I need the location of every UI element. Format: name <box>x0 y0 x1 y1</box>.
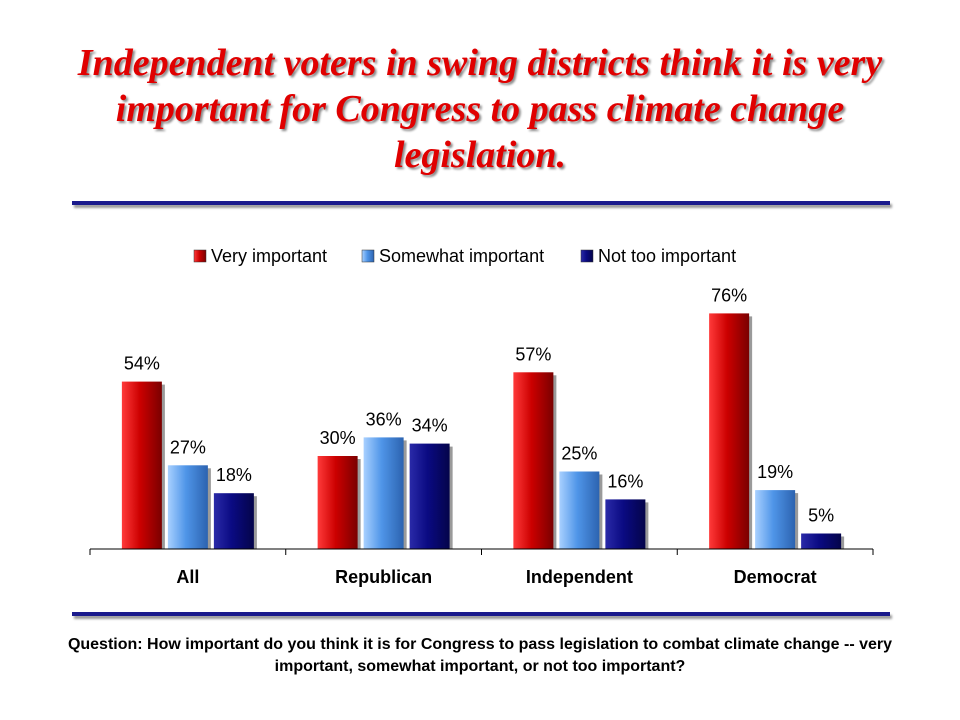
value-label-somewhat-important-all: 27% <box>170 437 206 457</box>
bar-somewhat-important-republican <box>363 437 404 549</box>
bar-very-important-democrat <box>709 313 750 549</box>
bottom-divider <box>72 612 890 616</box>
legend-item-not-too-important: Not too important <box>580 246 736 266</box>
value-label-not-too-important-all: 18% <box>216 465 252 485</box>
value-label-not-too-important-republican: 34% <box>412 416 448 436</box>
legend-label-somewhat-important: Somewhat important <box>379 246 544 266</box>
bar-very-important-independent <box>513 372 554 549</box>
value-labels: 54% 27% 18% 30% 36% 34% 57% 25% 16% 76% 19% 5% <box>124 285 834 525</box>
legend-swatch-very-important <box>193 249 207 263</box>
category-label-democrat: Democrat <box>734 567 817 587</box>
legend-label-not-too-important: Not too important <box>598 246 736 266</box>
legend: Very important Somewhat important Not to… <box>193 246 736 266</box>
legend-swatch-not-too-important <box>580 249 594 263</box>
bar-somewhat-important-all <box>167 465 208 549</box>
bar-not-too-important-all <box>213 493 254 549</box>
value-label-somewhat-important-independent: 25% <box>561 444 597 464</box>
category-label-republican: Republican <box>335 567 432 587</box>
chart-title: Independent voters in swing districts th… <box>77 42 883 176</box>
category-label-all: All <box>176 567 199 587</box>
bar-somewhat-important-independent <box>559 471 600 549</box>
bar-not-too-important-independent <box>605 499 646 549</box>
value-label-somewhat-important-democrat: 19% <box>757 462 793 482</box>
bar-not-too-important-democrat <box>801 533 842 549</box>
bars <box>121 313 845 549</box>
bar-somewhat-important-democrat <box>755 490 796 549</box>
bar-not-too-important-republican <box>409 443 450 549</box>
legend-item-somewhat-important: Somewhat important <box>361 246 544 266</box>
value-label-very-important-democrat: 76% <box>711 285 747 305</box>
legend-label-very-important: Very important <box>211 246 327 266</box>
bar-chart: Very important Somewhat important Not to… <box>89 246 874 587</box>
value-label-very-important-republican: 30% <box>320 428 356 448</box>
x-axis-ticks <box>89 549 874 555</box>
value-label-somewhat-important-republican: 36% <box>366 409 402 429</box>
value-label-very-important-all: 54% <box>124 354 160 374</box>
legend-item-very-important: Very important <box>193 246 327 266</box>
value-label-very-important-independent: 57% <box>515 344 551 364</box>
category-label-independent: Independent <box>526 567 633 587</box>
bar-very-important-all <box>121 381 162 549</box>
survey-question: Question: How important do you think it … <box>67 636 893 675</box>
top-divider <box>72 201 890 205</box>
bar-very-important-republican <box>317 456 358 549</box>
legend-swatch-somewhat-important <box>361 249 375 263</box>
value-label-not-too-important-independent: 16% <box>607 471 643 491</box>
value-label-not-too-important-democrat: 5% <box>808 506 834 526</box>
category-labels: All Republican Independent Democrat <box>176 567 816 587</box>
